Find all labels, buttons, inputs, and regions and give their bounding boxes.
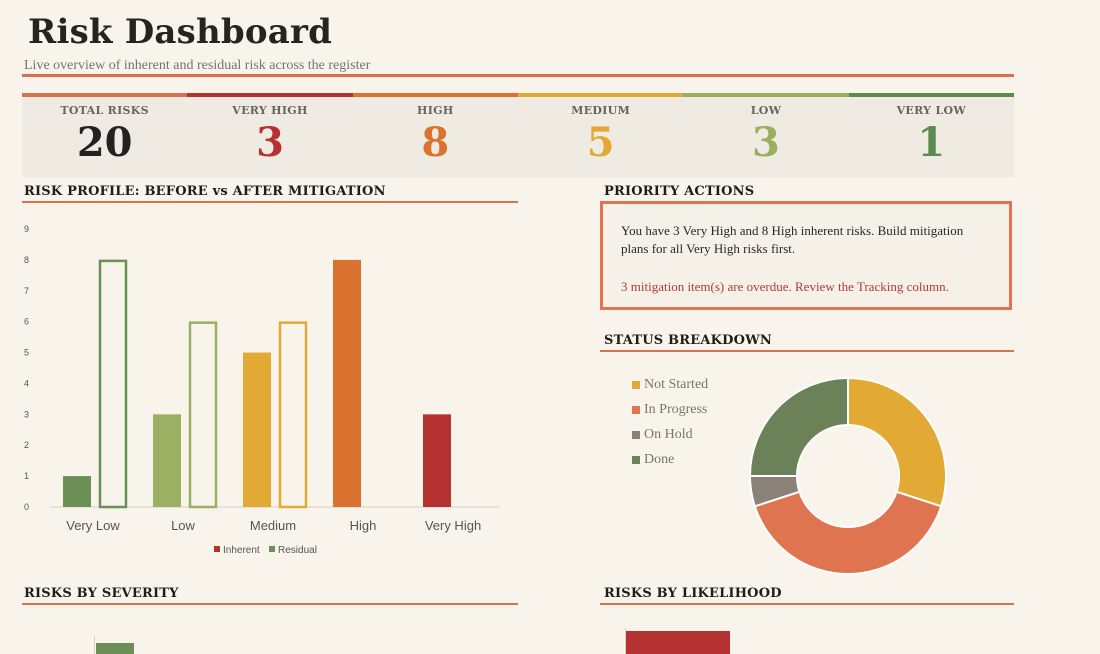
x-tick-label: Medium — [250, 518, 296, 533]
status-legend-item: Not Started — [632, 372, 708, 397]
y-tick-label: 9 — [24, 224, 29, 234]
status-breakdown-rule — [600, 350, 1014, 352]
y-tick-label: 3 — [24, 409, 29, 419]
legend-label: Not Started — [644, 376, 709, 392]
kpi-high: HIGH 8 — [352, 93, 518, 177]
donut-slice — [847, 376, 947, 508]
kpi-value: 3 — [256, 119, 284, 166]
y-tick-label: 6 — [24, 317, 29, 327]
kpi-value: 8 — [421, 119, 450, 166]
kpi-label: VERY HIGH — [232, 104, 308, 117]
legend-swatch — [269, 546, 275, 552]
bar-residual — [98, 259, 128, 509]
risks-by-likelihood-rule — [600, 603, 1014, 605]
priority-message: You have 3 Very High and 8 High inherent… — [621, 223, 964, 256]
kpi-very-low: VERY LOW 1 — [848, 93, 1014, 177]
status-legend-item: On Hold — [632, 422, 708, 447]
likelihood-chart-axis — [625, 628, 626, 654]
kpi-value: 1 — [917, 119, 946, 166]
legend-label: In Progress — [644, 401, 708, 417]
risk-profile-chart: 0 1 2 3 4 5 6 7 8 9 Very Low Low Medium High Very High… — [24, 224, 500, 556]
status-legend: Not Started In Progress On Hold Done — [632, 372, 708, 472]
x-tick-label: High — [350, 518, 377, 533]
risks-by-severity-rule — [22, 603, 518, 605]
page-title: Risk Dashboard — [28, 12, 333, 52]
bar-residual — [278, 321, 308, 509]
kpi-label: MEDIUM — [571, 104, 631, 117]
priority-actions-box: You have 3 Very High and 8 High inherent… — [600, 201, 1012, 310]
bar-inherent — [63, 476, 91, 507]
bar-inherent — [333, 259, 361, 507]
legend-label: Done — [644, 451, 675, 467]
x-tick-label: Very Low — [66, 518, 120, 533]
kpi-accent-bar — [187, 93, 353, 97]
kpi-strip: TOTAL RISKS 20 VERY HIGH 3 HIGH 8 MEDIUM… — [22, 93, 1014, 177]
legend-label: Inherent — [223, 545, 260, 556]
bar-inherent — [243, 352, 271, 507]
page-subtitle: Live overview of inherent and residual r… — [24, 58, 371, 73]
header-divider — [22, 74, 1014, 77]
risk-profile-title: RISK PROFILE: BEFORE vs AFTER MITIGATION — [24, 184, 386, 199]
risks-by-severity-title: RISKS BY SEVERITY — [24, 586, 179, 601]
kpi-label: VERY LOW — [896, 104, 967, 117]
x-tick-label: Low — [171, 518, 195, 533]
status-legend-item: In Progress — [632, 397, 708, 422]
kpi-accent-bar — [22, 93, 188, 97]
legend-swatch — [632, 430, 640, 439]
severity-chart-bar — [96, 643, 134, 654]
status-breakdown-title: STATUS BREAKDOWN — [604, 333, 773, 348]
likelihood-chart-bar — [626, 631, 730, 654]
y-tick-label: 5 — [24, 348, 29, 358]
kpi-medium: MEDIUM 5 — [517, 93, 684, 177]
legend-label: Residual — [278, 545, 317, 556]
y-tick-label: 1 — [24, 471, 29, 481]
legend-swatch — [632, 455, 640, 464]
status-legend-item: Done — [632, 447, 708, 472]
severity-chart-axis — [94, 636, 95, 654]
kpi-value: 5 — [586, 119, 615, 166]
bar-inherent — [153, 414, 181, 507]
kpi-value: 3 — [752, 119, 780, 166]
kpi-low: LOW 3 — [683, 93, 849, 177]
kpi-accent-bar — [848, 93, 1014, 97]
donut-slice — [753, 490, 943, 576]
kpi-accent-bar — [352, 93, 518, 97]
y-tick-label: 2 — [24, 440, 29, 450]
legend-label: On Hold — [644, 426, 693, 442]
legend-swatch — [632, 380, 640, 389]
y-tick-label: 0 — [24, 502, 29, 512]
kpi-total-risks: TOTAL RISKS 20 — [22, 93, 188, 177]
kpi-label: LOW — [750, 104, 782, 117]
kpi-accent-bar — [683, 93, 849, 97]
overdue-warning: 3 mitigation item(s) are overdue. Review… — [621, 279, 949, 294]
kpi-label: TOTAL RISKS — [60, 104, 149, 117]
status-donut-chart — [748, 376, 947, 576]
y-tick-label: 8 — [24, 255, 29, 265]
priority-actions-title: PRIORITY ACTIONS — [604, 184, 755, 199]
legend-swatch — [632, 405, 640, 414]
legend-swatch — [214, 546, 220, 552]
kpi-value: 20 — [76, 119, 133, 166]
x-tick-label: Very High — [425, 518, 481, 533]
y-tick-label: 4 — [24, 378, 29, 388]
risks-by-likelihood-title: RISKS BY LIKELIHOOD — [604, 586, 782, 601]
bar-inherent — [423, 414, 451, 507]
kpi-label: HIGH — [417, 104, 454, 117]
bar-residual — [188, 321, 218, 509]
kpi-accent-bar — [517, 93, 684, 97]
kpi-very-high: VERY HIGH 3 — [187, 93, 353, 177]
y-tick-label: 7 — [24, 286, 29, 296]
risk-profile-rule — [22, 201, 518, 203]
donut-slice — [748, 376, 849, 477]
